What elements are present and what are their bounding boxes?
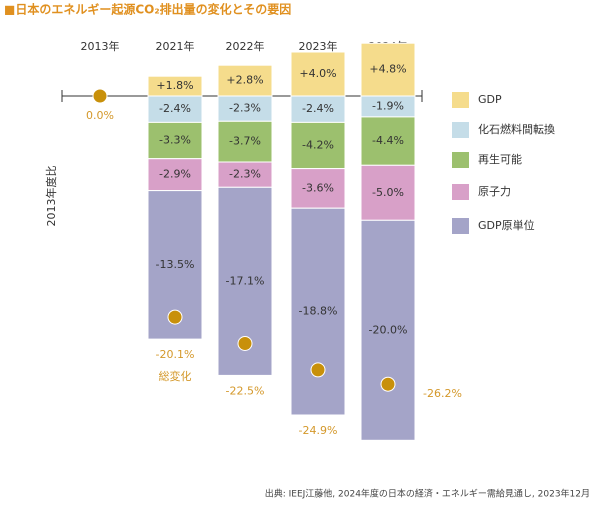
- bar-segment: [217, 64, 273, 97]
- legend-swatch: [452, 218, 469, 234]
- value-label: -2.4%: [159, 102, 191, 115]
- legend-label: 原子力: [478, 185, 511, 198]
- value-label: -2.3%: [229, 168, 261, 181]
- value-label: +4.0%: [299, 67, 336, 80]
- chart-title: ■日本のエネルギー起源CO₂排出量の変化とその要因: [4, 2, 291, 17]
- y-axis-label: 2013年度比: [44, 166, 58, 227]
- value-label: +2.8%: [226, 74, 263, 87]
- legend-swatch: [452, 184, 469, 200]
- value-label: +4.8%: [369, 63, 406, 76]
- value-label: -2.4%: [302, 102, 334, 115]
- value-label: -3.7%: [229, 135, 261, 148]
- bar-segment: [290, 51, 346, 97]
- value-label: -2.3%: [229, 102, 261, 115]
- bar-segment: [147, 158, 203, 192]
- value-label: -4.4%: [372, 134, 404, 147]
- source: 出典: IEEJ江藤他, 2024年度の日本の経済・エネルギー需給見通し, 20…: [265, 488, 590, 500]
- bar-segment: [360, 219, 416, 441]
- value-label: +1.8%: [156, 79, 193, 92]
- legend-swatch: [452, 152, 469, 168]
- bar-segment: [217, 161, 273, 188]
- category-label: 2013年: [81, 39, 120, 53]
- value-label: -13.5%: [156, 258, 195, 271]
- value-label: -3.6%: [302, 181, 334, 194]
- total-marker: [380, 376, 396, 392]
- total-label: 0.0%: [86, 109, 114, 122]
- category-label: 2021年: [156, 39, 195, 53]
- bar-segment: [147, 121, 203, 160]
- bar-segment: [290, 121, 346, 170]
- legend-label: 化石燃料間転換: [478, 122, 555, 136]
- total-label: -26.2%: [423, 387, 462, 400]
- legend-label: 再生可能: [478, 152, 522, 166]
- bar-segment: [290, 207, 346, 416]
- legend-label: GDP: [478, 93, 502, 106]
- total-marker: [92, 88, 108, 104]
- value-label: -3.3%: [159, 134, 191, 147]
- bar-segment: [290, 168, 346, 209]
- value-label: -1.9%: [372, 99, 404, 112]
- legend-swatch: [452, 122, 469, 138]
- bar-segment: [217, 95, 273, 122]
- legend-swatch: [452, 92, 469, 108]
- value-label: -20.0%: [369, 323, 408, 336]
- value-label: -4.2%: [302, 139, 334, 152]
- total-label: -24.9%: [299, 424, 338, 437]
- value-label: -18.8%: [299, 305, 338, 318]
- category-label: 2023年: [299, 39, 338, 53]
- value-label: -5.0%: [372, 186, 404, 199]
- bar-segment: [360, 116, 416, 166]
- bar-segment: [217, 120, 273, 163]
- category-label: 2022年: [226, 39, 265, 53]
- total-label: -20.1%: [156, 348, 195, 361]
- total-marker: [310, 362, 326, 378]
- total-marker: [167, 309, 183, 325]
- total-marker: [237, 336, 253, 351]
- value-label: -2.9%: [159, 168, 191, 181]
- total-label: -22.5%: [226, 384, 265, 397]
- value-label: -17.1%: [226, 274, 265, 287]
- legend-label: GDP原単位: [478, 218, 535, 232]
- total-annotation: 総変化: [159, 369, 192, 383]
